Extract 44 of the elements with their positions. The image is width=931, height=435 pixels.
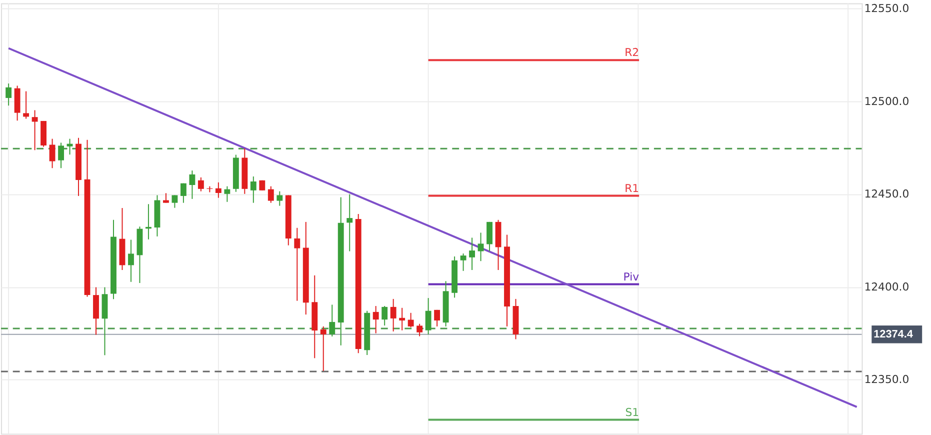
candlestick (49, 138, 56, 169)
candlestick (128, 239, 134, 282)
y-tick-label: 12400.0 (864, 280, 910, 294)
candlestick (198, 176, 204, 192)
ref-line-label: S1 (625, 406, 640, 419)
candlestick (346, 194, 353, 252)
candlestick (162, 192, 169, 204)
candlestick (215, 182, 222, 198)
candlestick (390, 298, 396, 332)
candlestick (408, 312, 414, 328)
candlestick (399, 307, 406, 331)
candlestick (382, 306, 388, 326)
candlestick (93, 286, 99, 336)
candlestick (268, 186, 274, 204)
candlestick (425, 298, 432, 335)
ref-line-label: 12374.4 (874, 328, 913, 340)
candlestick (250, 176, 256, 204)
candlestick (320, 326, 326, 372)
candlestick (6, 82, 12, 106)
candlestick (486, 221, 492, 252)
ref-line-label: Piv (623, 270, 640, 284)
candlestick (224, 186, 230, 202)
y-tick-label: 12500.0 (864, 94, 910, 108)
candlestick (294, 227, 300, 302)
candlestick (180, 182, 186, 204)
candlestick (434, 309, 440, 327)
candlestick (23, 90, 30, 120)
y-tick-label: 12550.0 (864, 2, 910, 15)
candlestick (416, 323, 423, 337)
candlestick (460, 252, 466, 272)
candlestick (372, 306, 379, 334)
candlestick (329, 304, 336, 337)
candlestick (276, 190, 283, 206)
candlestick (469, 237, 475, 270)
y-tick-label: 12450.0 (864, 188, 910, 201)
ref-line-label: R2 (624, 46, 640, 60)
candlestick (478, 232, 484, 262)
candlestick (146, 204, 152, 240)
candlestick (32, 110, 38, 151)
candlestick (58, 142, 64, 169)
candlestick (172, 194, 178, 208)
ref-line-label: R1 (624, 182, 640, 195)
y-tick-label: 12350.0 (864, 373, 910, 386)
candlestick (189, 170, 196, 200)
